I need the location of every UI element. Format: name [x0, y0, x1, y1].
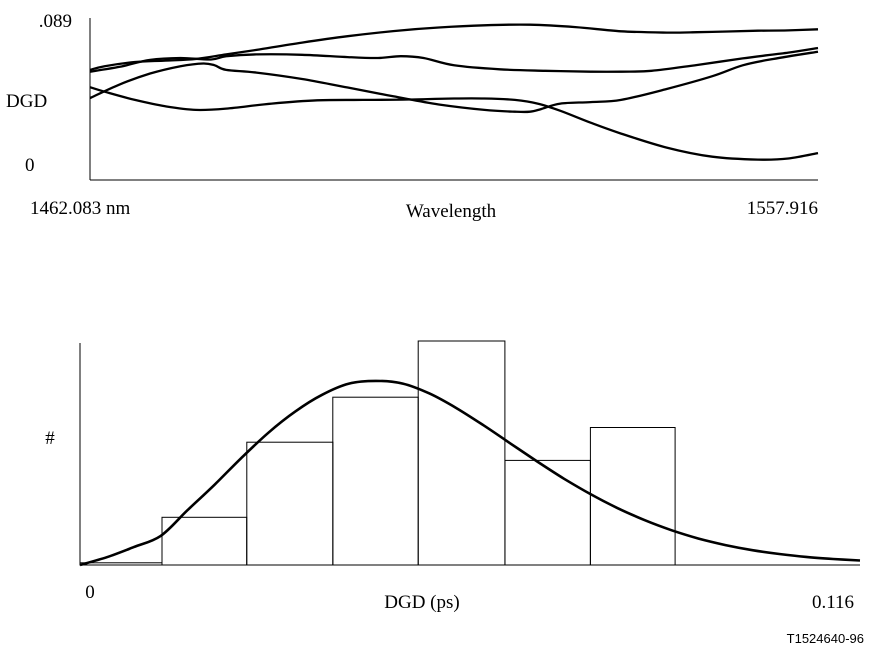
top-series-line-1 [89, 23, 819, 72]
bottom-x-min-label: 0 [85, 582, 95, 603]
histogram-bar-7 [589, 427, 676, 566]
bottom-chart: # 0 DGD (ps) 0.116 [45, 340, 861, 613]
histogram-bars [79, 340, 676, 566]
top-y-max-label: .089 [39, 11, 72, 32]
top-chart: .089 DGD 0 1462.083 nm Wavelength 1557.9… [6, 11, 819, 222]
fit-curve [79, 379, 861, 567]
figure-code: T1524640-96 [787, 631, 864, 646]
histogram-bar-1 [79, 562, 163, 566]
histogram-bar-6 [504, 459, 591, 566]
histogram-bar-3 [246, 441, 334, 566]
top-x-max-label: 1557.916 [747, 198, 818, 219]
bottom-y-axis-title: # [45, 428, 55, 449]
top-y-axis-title: DGD [6, 91, 47, 112]
top-series-line-4 [89, 86, 819, 161]
bottom-x-axis-title: DGD (ps) [384, 592, 459, 613]
bottom-x-max-label: 0.116 [812, 592, 854, 613]
top-series-line-2 [89, 46, 819, 73]
histogram-bar-5 [417, 340, 506, 566]
histogram-bar-4 [332, 396, 419, 566]
top-y-min-label: 0 [25, 155, 35, 176]
top-x-axis-title: Wavelength [406, 201, 497, 222]
top-series-group [89, 23, 819, 161]
top-series-line-3 [89, 50, 819, 114]
top-x-min-label: 1462.083 nm [30, 198, 131, 219]
